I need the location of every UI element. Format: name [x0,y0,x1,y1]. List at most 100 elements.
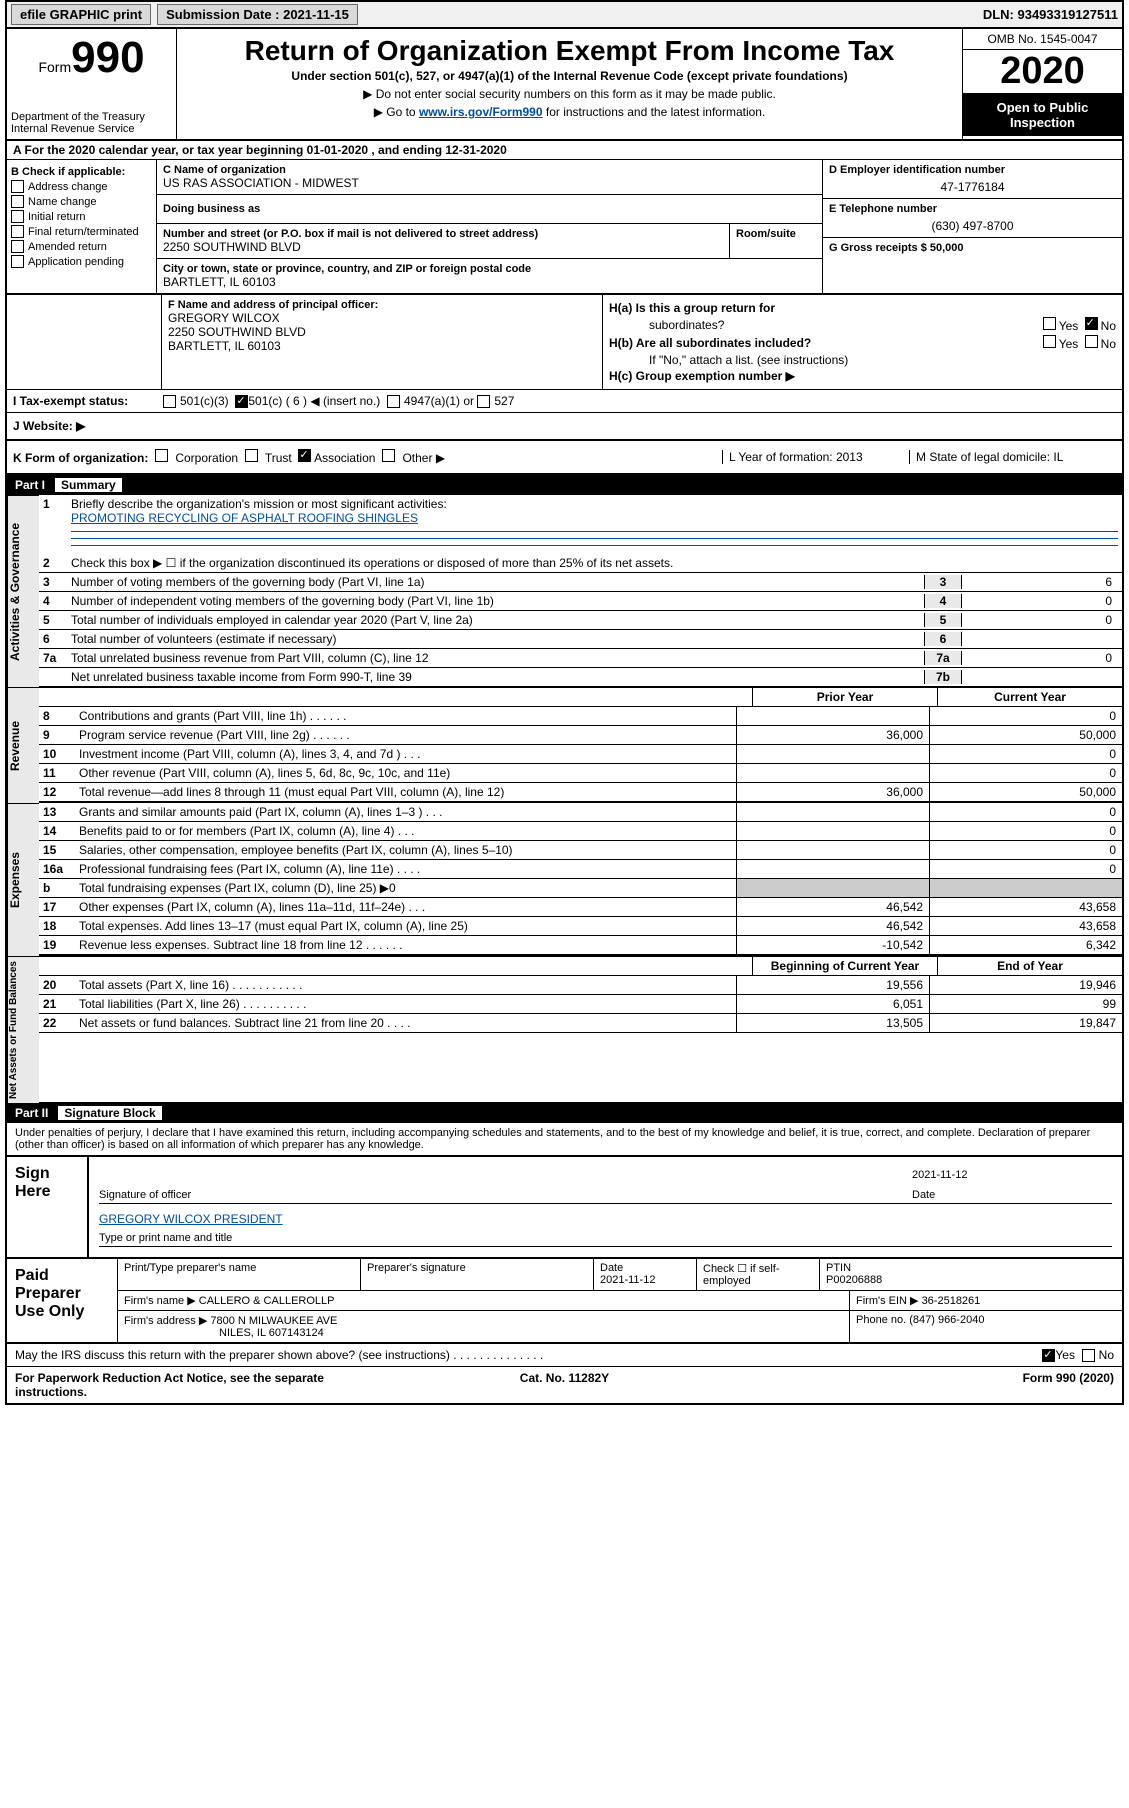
hb-label: H(b) Are all subordinates included? [609,336,811,350]
signature-declaration: Under penalties of perjury, I declare th… [7,1123,1122,1157]
l4-box: 4 [924,594,962,608]
prep-date-label: Date [600,1262,690,1274]
opt-4947: 4947(a)(1) or [404,394,474,408]
firm-name-value: CALLERO & CALLEROLLP [199,1295,335,1307]
discuss-yes-label: Yes [1055,1348,1075,1362]
part1-num: Part I [15,478,45,492]
hb-no-checkbox[interactable] [1085,335,1098,348]
k-other-label: Other ▶ [402,451,445,465]
side-netassets: Net Assets or Fund Balances [7,956,39,1103]
chk-final-return[interactable]: Final return/terminated [11,225,152,238]
hb-yes-checkbox[interactable] [1043,335,1056,348]
form-title: Return of Organization Exempt From Incom… [181,35,958,67]
chk-address-change[interactable]: Address change [11,180,152,193]
header: Form990 Department of the Treasury Inter… [7,29,1122,141]
begin-year-header: Beginning of Current Year [752,957,937,975]
prep-ptin-value: P00206888 [826,1274,1116,1286]
i-label: I Tax-exempt status: [13,394,163,408]
open-to-public: Open to Public Inspection [963,94,1122,136]
prep-check-label: Check ☐ if self-employed [697,1259,820,1290]
firm-ein-value: 36-2518261 [922,1295,981,1307]
prep-date-value: 2021-11-12 [600,1274,690,1286]
part2-num: Part II [15,1106,48,1120]
l6-box: 6 [924,632,962,646]
submission-date-button[interactable]: Submission Date : 2021-11-15 [157,4,358,25]
opt-527: 527 [494,394,514,408]
chk-name-label: Name change [28,196,97,208]
prep-ptin-label: PTIN [826,1262,1116,1274]
box-h: H(a) Is this a group return for subordin… [602,295,1122,389]
prior-year-header: Prior Year [752,688,937,706]
sign-type-label: Type or print name and title [99,1232,1112,1244]
chk-name-change[interactable]: Name change [11,195,152,208]
k-label: K Form of organization: [13,451,148,465]
sign-here-section: Sign Here 2021-11-12 Signature of office… [7,1157,1122,1259]
chk-assoc[interactable] [298,449,311,462]
k-trust-label: Trust [265,451,292,465]
dept-irs: Internal Revenue Service [11,123,172,135]
part2-title: Signature Block [58,1106,161,1120]
footer-discuss: May the IRS discuss this return with the… [15,1348,1042,1362]
note-ssn: ▶ Do not enter social security numbers o… [181,87,958,101]
dln-label: DLN: 93493319127511 [983,7,1118,22]
row-j: J Website: ▶ [7,413,1122,441]
chk-4947[interactable] [387,395,400,408]
line-22: 22Net assets or fund balances. Subtract … [39,1014,1122,1033]
chk-other[interactable] [382,449,395,462]
line-18: 18Total expenses. Add lines 13–17 (must … [39,917,1122,936]
ha-no-checkbox[interactable] [1085,317,1098,330]
sign-name-title: GREGORY WILCOX PRESIDENT [99,1212,1112,1226]
l7a-val: 0 [962,651,1118,665]
chk-trust[interactable] [245,449,258,462]
section-bcd: B Check if applicable: Address change Na… [7,160,1122,295]
box-d: D Employer identification number 47-1776… [822,160,1122,293]
dba-label: Doing business as [163,203,816,215]
l7b-box: 7b [924,670,962,684]
chk-527[interactable] [477,395,490,408]
l6-text: Total number of volunteers (estimate if … [71,632,924,646]
chk-501c3[interactable] [163,395,176,408]
part1-header: Part I Summary [7,475,1122,495]
chk-501c[interactable] [235,395,248,408]
note-link-prefix: ▶ Go to [374,105,419,119]
firm-addr-label: Firm's address ▶ [124,1315,207,1327]
room-label: Room/suite [736,228,816,240]
l6-val [962,632,1118,646]
l3-val: 6 [962,575,1118,589]
chk-app-pending[interactable]: Application pending [11,255,152,268]
part1-title: Summary [55,478,122,492]
note-link: ▶ Go to www.irs.gov/Form990 for instruct… [181,105,958,119]
efile-print-button[interactable]: efile GRAPHIC print [11,4,151,25]
l5-box: 5 [924,613,962,627]
chk-amended-return[interactable]: Amended return [11,240,152,253]
firm-name-label: Firm's name ▶ [124,1295,196,1307]
l5-text: Total number of individuals employed in … [71,613,924,627]
ein-value: 47-1776184 [829,176,1116,194]
discuss-no-label: No [1099,1348,1114,1362]
paid-preparer-section: Paid Preparer Use Only Print/Type prepar… [7,1259,1122,1344]
l4-num: 4 [43,594,71,608]
hb-no-label: No [1101,337,1116,351]
discuss-yes-checkbox[interactable] [1042,1349,1055,1362]
row-i: I Tax-exempt status: 501(c)(3) 501(c) ( … [7,390,1122,413]
open-public-2: Inspection [967,115,1118,130]
discuss-no-checkbox[interactable] [1082,1349,1095,1362]
footer-formver: Form 990 (2020) [748,1371,1114,1399]
line-21: 21Total liabilities (Part X, line 26) . … [39,995,1122,1014]
footer-final: For Paperwork Reduction Act Notice, see … [7,1367,1122,1403]
l5-val: 0 [962,613,1118,627]
form-990-page: efile GRAPHIC print Submission Date : 20… [5,0,1124,1405]
hc-label: H(c) Group exemption number ▶ [609,369,795,383]
chk-initial-return[interactable]: Initial return [11,210,152,223]
chk-corp[interactable] [155,449,168,462]
ha-yes-checkbox[interactable] [1043,317,1056,330]
irs-link[interactable]: www.irs.gov/Form990 [419,105,543,119]
ha-label: H(a) Is this a group return for [609,301,775,315]
l1-num: 1 [43,497,71,511]
org-name-label: C Name of organization [163,164,816,176]
l7a-text: Total unrelated business revenue from Pa… [71,651,924,665]
firm-phone: Phone no. (847) 966-2040 [850,1311,1122,1342]
l7b-val [962,670,1118,684]
l1-text-label: Briefly describe the organization's miss… [71,497,447,511]
chk-amended-label: Amended return [28,241,107,253]
